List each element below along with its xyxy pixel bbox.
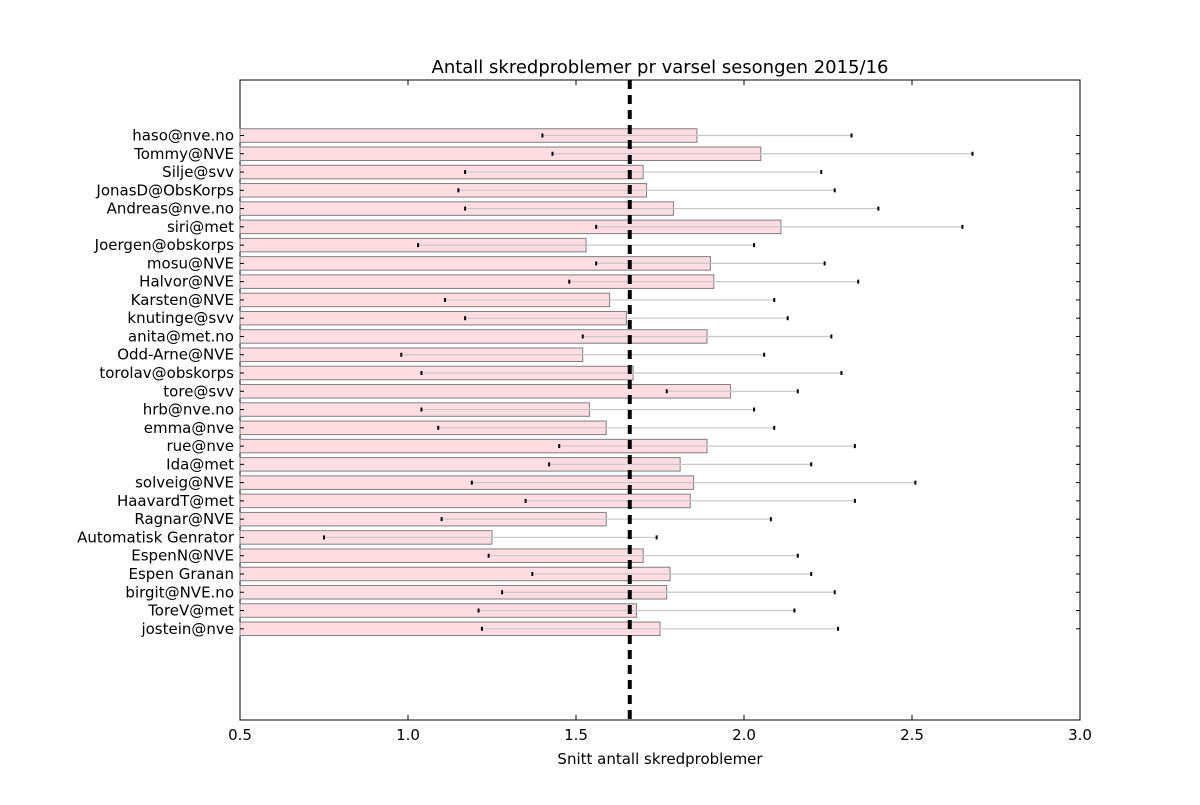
y-tick-label-3: JonasD@ObsKorps	[95, 181, 234, 199]
y-tick-label-11: anita@met.no	[128, 327, 234, 345]
x-tick-label-1: 1.0	[396, 726, 420, 744]
y-tick-label-0: haso@nve.no	[132, 127, 234, 145]
y-tick-label-26: ToreV@met	[147, 602, 234, 620]
y-tick-label-17: rue@nve	[166, 437, 234, 455]
y-tick-label-7: mosu@NVE	[147, 254, 234, 272]
x-tick-label-5: 3.0	[1068, 726, 1092, 744]
y-tick-label-8: Halvor@NVE	[139, 273, 234, 291]
y-tick-label-13: torolav@obskorps	[99, 364, 234, 382]
y-tick-label-10: knutinge@svv	[127, 309, 234, 327]
x-tick-label-0: 0.5	[228, 726, 252, 744]
y-tick-label-16: emma@nve	[144, 419, 234, 437]
y-tick-label-12: Odd-Arne@NVE	[117, 346, 234, 364]
y-tick-label-6: Joergen@obskorps	[94, 236, 235, 254]
x-axis-label: Snitt antall skredproblemer	[557, 750, 763, 768]
y-tick-label-1: Tommy@NVE	[133, 145, 234, 163]
plot-frame	[239, 79, 1081, 721]
y-tick-label-25: birgit@NVE.no	[125, 583, 234, 601]
error-bars-layer	[323, 133, 974, 631]
y-tick-label-18: Ida@met	[166, 455, 234, 473]
y-tick-label-2: Silje@svv	[162, 163, 234, 181]
y-tick-label-9: Karsten@NVE	[131, 291, 234, 309]
x-axis-ticks: 0.5 1.0 1.5 2.0 2.5 3.0	[228, 80, 1092, 744]
y-tick-label-15: hrb@nve.no	[143, 401, 234, 419]
y-tick-label-23: EspenN@NVE	[131, 547, 234, 565]
x-tick-label-4: 2.5	[900, 726, 924, 744]
y-tick-label-22: Automatisk Genrator	[77, 528, 235, 546]
x-tick-label-2: 1.5	[564, 726, 588, 744]
bars-layer	[239, 128, 782, 637]
y-tick-label-19: solveig@NVE	[135, 474, 234, 492]
y-tick-label-5: siri@met	[167, 218, 234, 236]
chart-title: Antall skredproblemer pr varsel sesongen…	[432, 57, 889, 78]
y-tick-labels: haso@nve.noTommy@NVESilje@svvJonasD@ObsK…	[77, 127, 1080, 638]
y-tick-label-21: Ragnar@NVE	[134, 510, 234, 528]
y-tick-label-20: HaavardT@met	[117, 492, 234, 510]
y-tick-label-27: jostein@nve	[140, 620, 234, 638]
y-tick-label-24: Espen Granan	[128, 565, 234, 583]
y-tick-label-4: Andreas@nve.no	[107, 200, 234, 218]
bar-14	[239, 384, 732, 399]
y-tick-label-14: tore@svv	[163, 382, 234, 400]
x-tick-label-3: 2.0	[732, 726, 756, 744]
